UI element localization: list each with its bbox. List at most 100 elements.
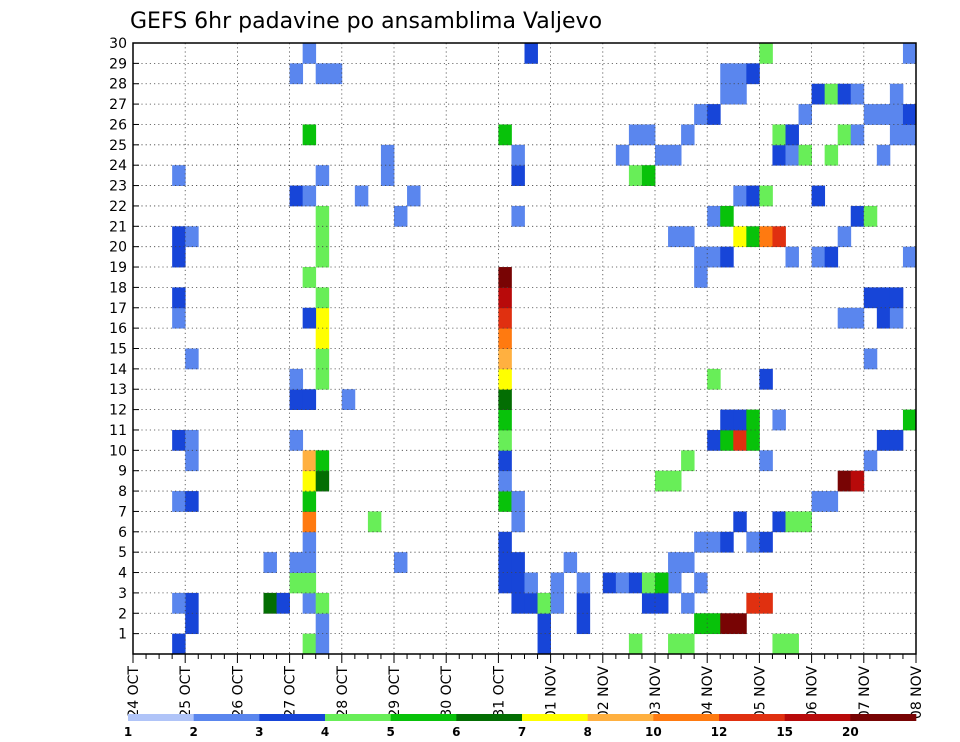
heatmap-cell [863, 450, 878, 472]
y-tick-label: 14 [109, 362, 127, 378]
heatmap-cell [733, 226, 747, 248]
heatmap-cell [172, 633, 186, 655]
legend-label: 10 [645, 725, 662, 739]
legend-label: 8 [583, 725, 591, 739]
heatmap-cell [315, 205, 330, 227]
y-axis: 1234567891011121314151617181920212223242… [109, 36, 139, 643]
heatmap-cell [759, 43, 773, 64]
heatmap-cell [172, 307, 186, 329]
y-tick-label: 27 [109, 97, 127, 113]
heatmap-cell [811, 185, 826, 207]
heatmap-cell [315, 348, 330, 370]
heatmap-cell [498, 429, 512, 451]
heatmap-cell [576, 572, 591, 594]
x-tick-label: 01 NOV [544, 666, 560, 720]
heatmap-cell [707, 613, 721, 635]
heatmap-cell [302, 267, 317, 288]
heatmap-cell [889, 124, 904, 146]
heatmap-cell [172, 165, 186, 186]
heatmap-cell [615, 572, 630, 594]
heatmap-cell [811, 491, 826, 512]
heatmap-cell [863, 348, 878, 370]
heatmap-cell [498, 491, 512, 512]
x-tick-label: 08 NOV [909, 666, 925, 720]
heatmap-cell [315, 613, 330, 635]
heatmap-cell [876, 429, 891, 451]
legend-label: 6 [452, 725, 460, 739]
heatmap-cell [498, 267, 512, 288]
heatmap-cell [628, 124, 643, 146]
heatmap-cell [863, 104, 878, 125]
heatmap-cell [511, 552, 525, 573]
x-tick-label: 07 NOV [857, 666, 873, 720]
heatmap-cell [720, 613, 734, 635]
y-tick-label: 3 [118, 586, 127, 602]
heatmap-cell [850, 470, 865, 492]
heatmap-cell [315, 165, 330, 186]
x-tick-label: 25 OCT [178, 666, 194, 718]
y-tick-label: 13 [109, 382, 127, 398]
heatmap-cell [302, 491, 317, 512]
heatmap-cell [498, 368, 512, 390]
heatmap-cell [733, 409, 747, 431]
heatmap-cell [302, 450, 317, 472]
y-tick-label: 2 [118, 606, 127, 622]
heatmap-cell [668, 572, 682, 594]
heatmap-cell [498, 348, 512, 370]
heatmap-cell [798, 104, 812, 125]
heatmap-cell [498, 287, 512, 309]
heatmap-cell [681, 450, 695, 472]
heatmap-cell [498, 470, 512, 492]
heatmap-cell [772, 144, 786, 166]
heatmap-cell [746, 429, 760, 451]
heatmap-cell [889, 307, 904, 329]
heatmap-cell [302, 307, 317, 329]
y-tick-label: 1 [118, 627, 127, 643]
y-tick-label: 18 [109, 280, 127, 296]
heatmap-cell [641, 124, 656, 146]
heatmap-cell [772, 226, 786, 248]
y-tick-label: 10 [109, 443, 127, 459]
heatmap-cell [850, 83, 865, 105]
heatmap-cell [785, 633, 799, 655]
heatmap-cell [302, 185, 317, 207]
heatmap-cell [550, 592, 565, 614]
heatmap-cell [341, 389, 356, 410]
heatmap-cell [380, 165, 395, 186]
heatmap-cell [785, 144, 799, 166]
legend-swatch [193, 714, 260, 721]
x-tick-label: 04 NOV [700, 666, 716, 720]
heatmap-cell [876, 104, 891, 125]
heatmap-cell [681, 552, 695, 573]
y-tick-label: 15 [109, 342, 127, 358]
heatmap-cell [707, 531, 721, 553]
y-tick-label: 6 [118, 525, 127, 541]
grid-lines [133, 43, 916, 654]
heatmap-cell [655, 572, 669, 594]
heatmap-cell [302, 124, 317, 146]
y-tick-label: 19 [109, 260, 127, 276]
heatmap-cell [185, 226, 199, 248]
y-tick-label: 26 [109, 117, 127, 133]
heatmap-cell [902, 43, 917, 64]
heatmap-cell [889, 287, 904, 309]
heatmap-cell [889, 429, 904, 451]
legend-label: 3 [255, 725, 263, 739]
heatmap-cell [876, 307, 891, 329]
heatmap-cell [537, 592, 551, 614]
heatmap-cell [185, 429, 199, 451]
heatmap-cell [172, 226, 186, 248]
heatmap-cell [837, 83, 852, 105]
y-tick-label: 25 [109, 138, 127, 154]
heatmap-cell [837, 226, 852, 248]
heatmap-cell [576, 613, 591, 635]
heatmap-cell [511, 572, 525, 594]
y-tick-label: 4 [118, 566, 127, 582]
heatmap-cell [759, 450, 773, 472]
heatmap-cell [850, 205, 865, 227]
heatmap-cell [720, 531, 734, 553]
heatmap-cell [511, 144, 525, 166]
heatmap-cell [785, 246, 799, 268]
heatmap-cell [172, 592, 186, 614]
x-axis: 24 OCT 25 OCT 26 OCT 27 OCT 28 OCT 29 OCT 30 O… [126, 654, 925, 719]
